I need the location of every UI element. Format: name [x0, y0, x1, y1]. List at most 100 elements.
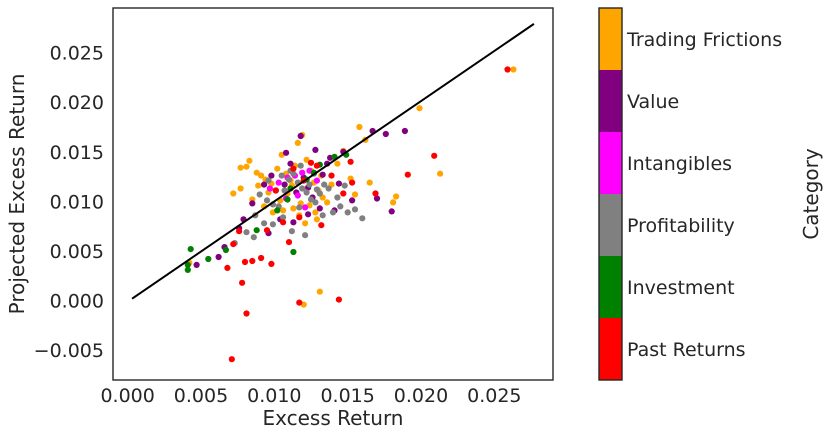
scatter-point — [243, 229, 250, 236]
scatter-point — [269, 221, 276, 228]
scatter-point — [510, 66, 517, 73]
scatter-point — [416, 105, 423, 112]
scatter-point — [285, 176, 293, 183]
scatter-point — [290, 205, 297, 212]
scatter-point — [236, 228, 243, 235]
scatter-point — [313, 162, 320, 169]
scatter-point — [228, 356, 235, 363]
y-axis-label: Projected Excess Return — [5, 74, 29, 315]
scatter-point — [288, 228, 295, 235]
scatter-point — [187, 246, 194, 253]
scatter-point — [328, 172, 335, 179]
scatter-point — [243, 310, 250, 317]
y-tick-label: 0.010 — [50, 191, 104, 213]
scatter-point — [329, 209, 337, 216]
scatter-point — [287, 160, 294, 167]
scatter-point — [372, 190, 379, 197]
colorbar-swatch — [599, 8, 622, 71]
scatter-point — [401, 127, 408, 135]
scatter-point — [302, 204, 309, 211]
scatter-point — [268, 172, 275, 179]
scatter-point — [404, 171, 411, 178]
scatter-point — [261, 220, 268, 227]
scatter-point — [281, 187, 288, 194]
scatter-point — [237, 164, 244, 171]
scatter-point — [297, 162, 304, 169]
scatter-point — [243, 163, 250, 170]
scatter-point — [382, 130, 389, 138]
scatter-point — [307, 196, 315, 203]
scatter-point — [184, 266, 191, 273]
colorbar-swatch — [599, 132, 622, 195]
scatter-point — [290, 248, 297, 256]
scatter-point — [313, 216, 320, 223]
colorbar-swatch — [599, 256, 622, 319]
colorbar-category-label: Intangibles — [627, 153, 732, 175]
scatter-point — [249, 200, 256, 207]
y-tick-label: 0.025 — [50, 43, 104, 65]
scatter-point — [373, 195, 381, 202]
y-tick-label: 0.005 — [50, 241, 104, 263]
scatter-point — [266, 185, 273, 192]
scatter-point — [341, 182, 348, 189]
colorbar-category-label: Trading Frictions — [626, 29, 782, 51]
scatter-point — [347, 158, 354, 165]
scatter-point — [280, 219, 287, 226]
scatter-point — [504, 66, 511, 73]
scatter-point — [335, 180, 342, 187]
scatter-point — [319, 212, 326, 219]
y-tick-label: 0.020 — [50, 92, 104, 114]
scatter-point — [275, 179, 282, 186]
scatter-point — [222, 246, 229, 254]
colorbar: Trading Frictions Value Intangibles Profita… — [598, 7, 782, 381]
colorbar-category-label: Value — [627, 91, 679, 113]
scatter-point — [335, 296, 342, 303]
scatter-point — [280, 207, 287, 214]
scatter-point — [356, 123, 363, 131]
scatter-point — [306, 181, 313, 188]
scatter-point — [263, 227, 271, 234]
y-tick-label: −0.005 — [34, 340, 104, 362]
scatter-point — [349, 197, 356, 204]
scatter-point — [290, 165, 297, 172]
colorbar-category-label: Past Returns — [627, 339, 746, 361]
colorbar-category-label: Profitability — [627, 215, 735, 237]
scatter-point — [283, 149, 290, 156]
scatter-point — [437, 170, 444, 177]
scatter-point — [278, 172, 285, 179]
scatter-point — [325, 185, 332, 192]
scatter-point — [316, 288, 323, 295]
y-tick-label: 0.000 — [50, 291, 104, 313]
scatter-point — [224, 264, 231, 271]
colorbar-category-label: Investment — [627, 277, 735, 299]
scatter-point — [303, 156, 310, 163]
scatter-point — [258, 172, 265, 179]
x-tick-label: 0.005 — [174, 385, 228, 407]
reference-line — [131, 23, 535, 300]
x-axis-label: Excess Return — [263, 406, 404, 430]
scatter-point — [334, 194, 341, 201]
scatter-point — [250, 234, 257, 241]
scatter-point — [390, 199, 397, 206]
scatter-point — [258, 254, 265, 262]
scatter-point — [249, 257, 256, 265]
scatter-point — [393, 193, 400, 200]
scatter-point — [297, 132, 304, 140]
x-tick-label: 0.015 — [320, 385, 374, 407]
scatter-point — [246, 157, 253, 164]
scatter-point — [281, 181, 288, 188]
scatter-point — [312, 209, 319, 216]
scatter-point — [431, 152, 438, 159]
scatter-point — [359, 215, 366, 222]
scatter-point — [261, 181, 268, 188]
scatter-point — [215, 253, 222, 261]
scatter-point — [299, 185, 306, 192]
scatter-point — [184, 261, 191, 268]
plot-frame — [112, 7, 554, 381]
scatter-point — [290, 219, 297, 226]
scatter-point — [265, 177, 272, 184]
scatter-point — [272, 187, 279, 194]
scatter-point — [230, 190, 237, 197]
colorbar-title: Category — [799, 148, 823, 240]
